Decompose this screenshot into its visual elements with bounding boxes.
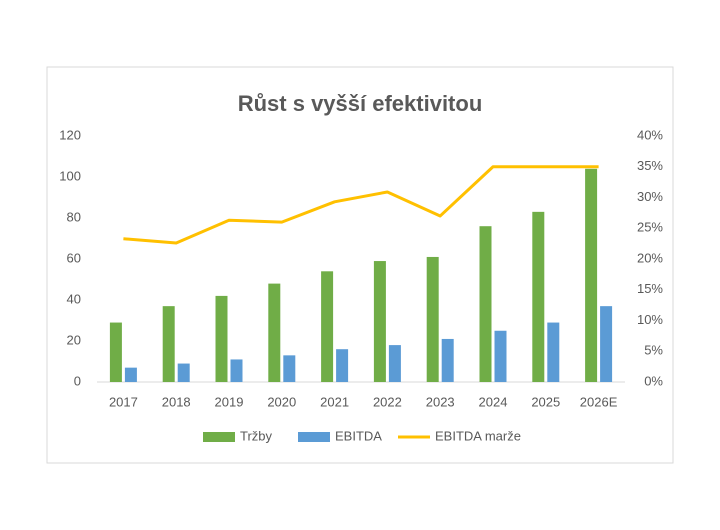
bar <box>532 211 545 382</box>
y-tick-label: 80 <box>67 209 81 224</box>
x-tick-label: 2024 <box>479 394 508 409</box>
x-tick-label: 2023 <box>426 394 455 409</box>
legend-label: EBITDA <box>335 428 382 443</box>
x-tick-label: 2017 <box>109 394 138 409</box>
y2-tick-label: 30% <box>637 189 663 204</box>
y-tick-label: 100 <box>59 168 81 183</box>
y-tick-label: 20 <box>67 332 81 347</box>
bar <box>373 261 386 382</box>
bar <box>585 168 598 382</box>
bar <box>124 367 137 382</box>
bar <box>388 345 401 382</box>
chart-title: Růst s vyšší efektivitou <box>238 91 483 116</box>
bar <box>268 283 281 382</box>
y2-tick-label: 15% <box>637 281 663 296</box>
legend-label: Tržby <box>240 428 273 443</box>
x-tick-label: 2022 <box>373 394 402 409</box>
bar <box>547 322 560 382</box>
bar <box>230 359 243 382</box>
bar <box>479 226 492 382</box>
x-tick-label: 2020 <box>267 394 296 409</box>
x-tick-label: 2026E <box>580 394 618 409</box>
x-tick-label: 2019 <box>215 394 244 409</box>
bar <box>321 271 334 382</box>
bar <box>283 355 296 382</box>
legend-label: EBITDA marže <box>435 428 521 443</box>
y2-tick-label: 0% <box>644 373 663 388</box>
x-tick-label: 2018 <box>162 394 191 409</box>
bar <box>177 363 190 382</box>
y2-tick-label: 20% <box>637 250 663 265</box>
bar <box>494 330 507 382</box>
bar <box>162 306 175 382</box>
x-tick-label: 2025 <box>531 394 560 409</box>
y2-tick-label: 5% <box>644 343 663 358</box>
y-tick-label: 120 <box>59 127 81 142</box>
y2-tick-label: 10% <box>637 312 663 327</box>
y-tick-label: 0 <box>74 373 81 388</box>
legend-marker <box>203 432 235 442</box>
line-series <box>123 165 599 245</box>
bar <box>441 338 454 382</box>
y-tick-label: 40 <box>67 291 81 306</box>
y-tick-label: 60 <box>67 250 81 265</box>
bar <box>215 295 228 382</box>
bar <box>426 256 439 382</box>
bar <box>336 349 349 382</box>
y2-tick-label: 40% <box>637 127 663 142</box>
bar <box>109 322 122 382</box>
x-tick-label: 2021 <box>320 394 349 409</box>
chart-frame <box>46 66 674 464</box>
y2-tick-label: 35% <box>637 158 663 173</box>
legend-marker <box>298 432 330 442</box>
bar <box>600 306 613 382</box>
y2-tick-label: 25% <box>637 220 663 235</box>
